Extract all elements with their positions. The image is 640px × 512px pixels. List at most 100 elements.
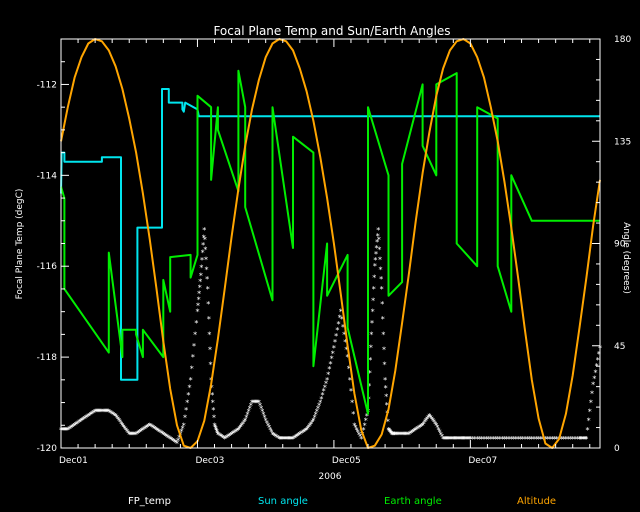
fp-temp-point: * — [200, 256, 204, 265]
fp-temp-point: * — [81, 416, 85, 425]
fp-temp-point: * — [390, 430, 394, 439]
fp-temp-point: * — [180, 427, 184, 436]
fp-temp-point: * — [434, 421, 438, 430]
fp-temp-point: * — [435, 424, 439, 433]
fp-temp-point: * — [582, 435, 586, 444]
fp-temp-point: * — [109, 409, 113, 418]
fp-temp-point: * — [448, 435, 452, 444]
fp-temp-point: * — [507, 435, 511, 444]
fp-temp-point: * — [83, 414, 87, 423]
y-right-tick-label-0: 0 — [614, 444, 620, 454]
fp-temp-point: * — [296, 432, 300, 441]
fp-temp-point: * — [571, 435, 575, 444]
fp-temp-point: * — [386, 426, 390, 435]
fp-temp-point: * — [77, 418, 81, 427]
fp-temp-point: * — [293, 433, 297, 442]
fp-temp-point: * — [225, 433, 229, 442]
fp-temp-point: * — [156, 427, 160, 436]
fp-temp-point: * — [108, 408, 112, 417]
fp-temp-point: * — [344, 346, 348, 355]
fp-temp-point: * — [117, 417, 121, 426]
fp-temp-point: * — [585, 426, 589, 435]
fp-temp-point: * — [82, 415, 86, 424]
fp-temp-point: * — [493, 435, 497, 444]
fp-temp-point: * — [438, 428, 442, 437]
fp-temp-point: * — [597, 350, 601, 359]
fp-temp-point: * — [198, 277, 202, 286]
fp-temp-point: * — [197, 296, 201, 305]
fp-temp-point: * — [390, 430, 394, 439]
fp-temp-point: * — [90, 410, 94, 419]
fp-temp-point: * — [314, 411, 318, 420]
fp-temp-point: * — [294, 433, 298, 442]
fp-temp-point: * — [421, 421, 425, 430]
series-layer: ****************************************… — [59, 38, 602, 449]
fp-temp-point: * — [323, 383, 327, 392]
fp-temp-point: * — [271, 430, 275, 439]
fp-temp-point: * — [137, 428, 141, 437]
fp-temp-point: * — [136, 429, 140, 438]
fp-temp-point: * — [355, 426, 359, 435]
fp-temp-point: * — [589, 399, 593, 408]
fp-temp-point: * — [205, 265, 209, 274]
fp-temp-point: * — [376, 226, 380, 235]
fp-temp-point: * — [182, 421, 186, 430]
fp-temp-point: * — [273, 432, 277, 441]
fp-temp-point: * — [432, 418, 436, 427]
fp-temp-point: * — [534, 435, 538, 444]
fp-temp-point: * — [127, 430, 131, 439]
fp-temp-point: * — [541, 435, 545, 444]
fp-temp-point: * — [546, 435, 550, 444]
fp-temp-point: * — [412, 427, 416, 436]
fp-temp-point: * — [369, 330, 373, 339]
fp-temp-point: * — [455, 435, 459, 444]
fp-temp-point: * — [358, 433, 362, 442]
fp-temp-point: * — [76, 419, 80, 428]
fp-temp-point: * — [191, 353, 195, 362]
fp-temp-point: * — [284, 435, 288, 444]
fp-temp-point: * — [206, 285, 210, 294]
fp-temp-point: * — [65, 426, 69, 435]
fp-temp-point: * — [230, 430, 234, 439]
fp-temp-point: * — [69, 424, 73, 433]
fp-temp-point: * — [484, 435, 488, 444]
fp-temp-point: * — [102, 408, 106, 417]
fp-temp-point: * — [336, 320, 340, 329]
fp-temp-point: * — [282, 435, 286, 444]
fp-temp-point: * — [165, 433, 169, 442]
fp-temp-point: * — [120, 421, 124, 430]
fp-temp-point: * — [257, 399, 261, 408]
fp-temp-point: * — [530, 435, 534, 444]
fp-temp-point: * — [394, 430, 398, 439]
fp-temp-point: * — [331, 349, 335, 358]
fp-temp-point: * — [454, 435, 458, 444]
fp-temp-point: * — [326, 371, 330, 380]
fp-temp-point: * — [125, 427, 129, 436]
fp-temp-point: * — [368, 356, 372, 365]
fp-temp-point: * — [192, 342, 196, 351]
fp-temp-point: * — [260, 408, 264, 417]
y-left-tick-label-4: -112 — [37, 80, 57, 90]
fp-temp-point: * — [588, 408, 592, 417]
fp-temp-point: * — [272, 431, 276, 440]
fp-temp-point: * — [307, 423, 311, 432]
fp-temp-point: * — [170, 436, 174, 445]
fp-temp-point: * — [143, 424, 147, 433]
fp-temp-point: * — [446, 435, 450, 444]
fp-temp-point: * — [98, 408, 102, 417]
fp-temp-point: * — [78, 417, 82, 426]
fp-temp-point: * — [300, 429, 304, 438]
fp-temp-point: * — [114, 412, 118, 421]
fp-temp-point: * — [324, 380, 328, 389]
fp-temp-point: * — [491, 435, 495, 444]
y-left-tick-label-0: -120 — [37, 444, 58, 454]
fp-temp-point: * — [386, 417, 390, 426]
fp-temp-point: * — [419, 422, 423, 431]
fp-temp-point: * — [158, 428, 162, 437]
fp-temp-point: * — [189, 376, 193, 385]
fp-temp-point: * — [440, 433, 444, 442]
fp-temp-point: * — [439, 430, 443, 439]
fp-temp-point: * — [205, 275, 209, 284]
fp-temp-point: * — [216, 430, 220, 439]
fp-temp-point: * — [384, 392, 388, 401]
